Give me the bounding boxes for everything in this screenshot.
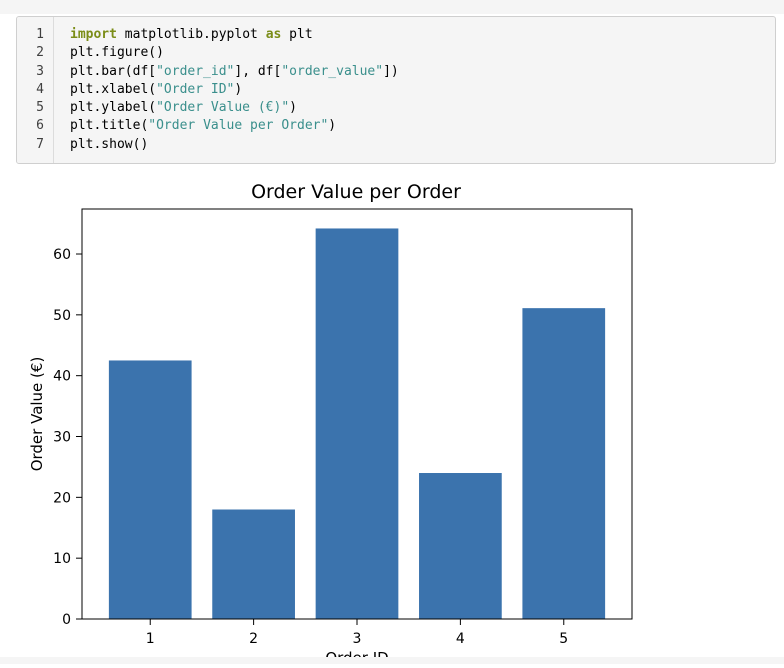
- bar-5: [522, 308, 606, 619]
- code-text: import matplotlib.pyplot as plt: [70, 26, 313, 44]
- line-number: 1: [36, 27, 44, 42]
- code-lines: 1 import matplotlib.pyplot as plt 2 plt.fig…: [17, 26, 775, 154]
- code-text: plt.xlabel("Order ID"): [70, 81, 242, 99]
- bar-chart: Order Value per Order 0 10 20 30 40 50 60 1 2 3 4…: [28, 181, 633, 667]
- bar-1: [108, 360, 192, 619]
- x-tick-label: 4: [456, 631, 465, 647]
- code-line: 2 plt.figure(): [17, 44, 775, 62]
- line-number: 7: [36, 136, 44, 152]
- y-tick-label: 60: [53, 247, 71, 263]
- code-line: 1 import matplotlib.pyplot as plt: [17, 26, 775, 44]
- line-number: 3: [36, 63, 44, 79]
- code-token: plt.figure(): [70, 45, 164, 61]
- code-string: "order_id": [156, 63, 235, 79]
- code-cell[interactable]: 1 import matplotlib.pyplot as plt 2 plt.fig…: [16, 16, 776, 164]
- y-tick-label: 0: [62, 612, 71, 628]
- code-string: "Order ID": [156, 81, 235, 97]
- x-tick-label: 3: [353, 631, 362, 647]
- code-token: ): [328, 118, 337, 134]
- code-keyword: as: [265, 27, 282, 42]
- code-text: plt.figure(): [70, 44, 164, 62]
- line-number: 2: [36, 45, 44, 61]
- code-text: plt.ylabel("Order Value (€)"): [70, 99, 297, 117]
- chart-title: Order Value per Order: [251, 181, 461, 203]
- code-token: plt.ylabel(: [70, 100, 157, 116]
- notebook-top-strip: [0, 0, 784, 14]
- code-string: "Order Value (€)": [156, 100, 290, 116]
- line-number: 6: [36, 118, 44, 134]
- x-tick-label: 5: [559, 631, 568, 647]
- y-axis: 0 10 20 30 40 50 60: [53, 247, 82, 628]
- code-line: 4 plt.xlabel("Order ID"): [17, 81, 775, 99]
- notebook-bottom-strip: [0, 657, 784, 664]
- code-text: plt.show(): [70, 136, 148, 154]
- code-keyword: import: [70, 27, 117, 42]
- x-axis: 1 2 3 4 5: [146, 619, 568, 647]
- cell-output: Order Value per Order 0 10 20 30 40 50 60 1 2 3 4…: [0, 170, 784, 667]
- y-tick-label: 40: [53, 369, 71, 385]
- line-number: 5: [36, 100, 44, 116]
- code-token: ): [234, 81, 243, 97]
- code-token: ], df[: [234, 63, 282, 79]
- code-token: plt.title(: [70, 118, 149, 134]
- y-tick-label: 50: [53, 308, 71, 324]
- y-tick-label: 30: [53, 430, 71, 446]
- x-tick-label: 2: [249, 631, 258, 647]
- y-tick-label: 10: [53, 551, 71, 567]
- code-text: plt.title("Order Value per Order"): [70, 117, 336, 135]
- code-line: 6 plt.title("Order Value per Order"): [17, 117, 775, 135]
- x-tick-label: 1: [146, 631, 155, 647]
- code-token: ]): [383, 63, 399, 79]
- line-number: 4: [36, 81, 44, 97]
- bars-group: [108, 228, 606, 619]
- code-token: plt.bar(df[: [70, 63, 157, 79]
- y-axis-label: Order Value (€): [28, 357, 46, 472]
- code-token: matplotlib.pyplot: [116, 27, 266, 42]
- code-token: plt: [281, 27, 313, 42]
- code-string: "Order Value per Order": [148, 118, 329, 134]
- y-tick-label: 20: [53, 490, 71, 506]
- line-number-gutter: [17, 17, 54, 163]
- code-string: "order_value": [281, 63, 384, 79]
- bar-3: [315, 228, 399, 619]
- code-line: 5 plt.ylabel("Order Value (€)"): [17, 99, 775, 117]
- code-token: plt.xlabel(: [70, 81, 157, 97]
- code-line: 7 plt.show(): [17, 136, 775, 154]
- code-token: plt.show(): [70, 136, 149, 152]
- code-token: ): [289, 100, 297, 116]
- bar-4: [419, 473, 502, 619]
- bar-2: [212, 509, 295, 619]
- code-line: 3 plt.bar(df["order_id"], df["order_value…: [17, 63, 775, 81]
- code-text: plt.bar(df["order_id"], df["order_value"…: [70, 63, 399, 81]
